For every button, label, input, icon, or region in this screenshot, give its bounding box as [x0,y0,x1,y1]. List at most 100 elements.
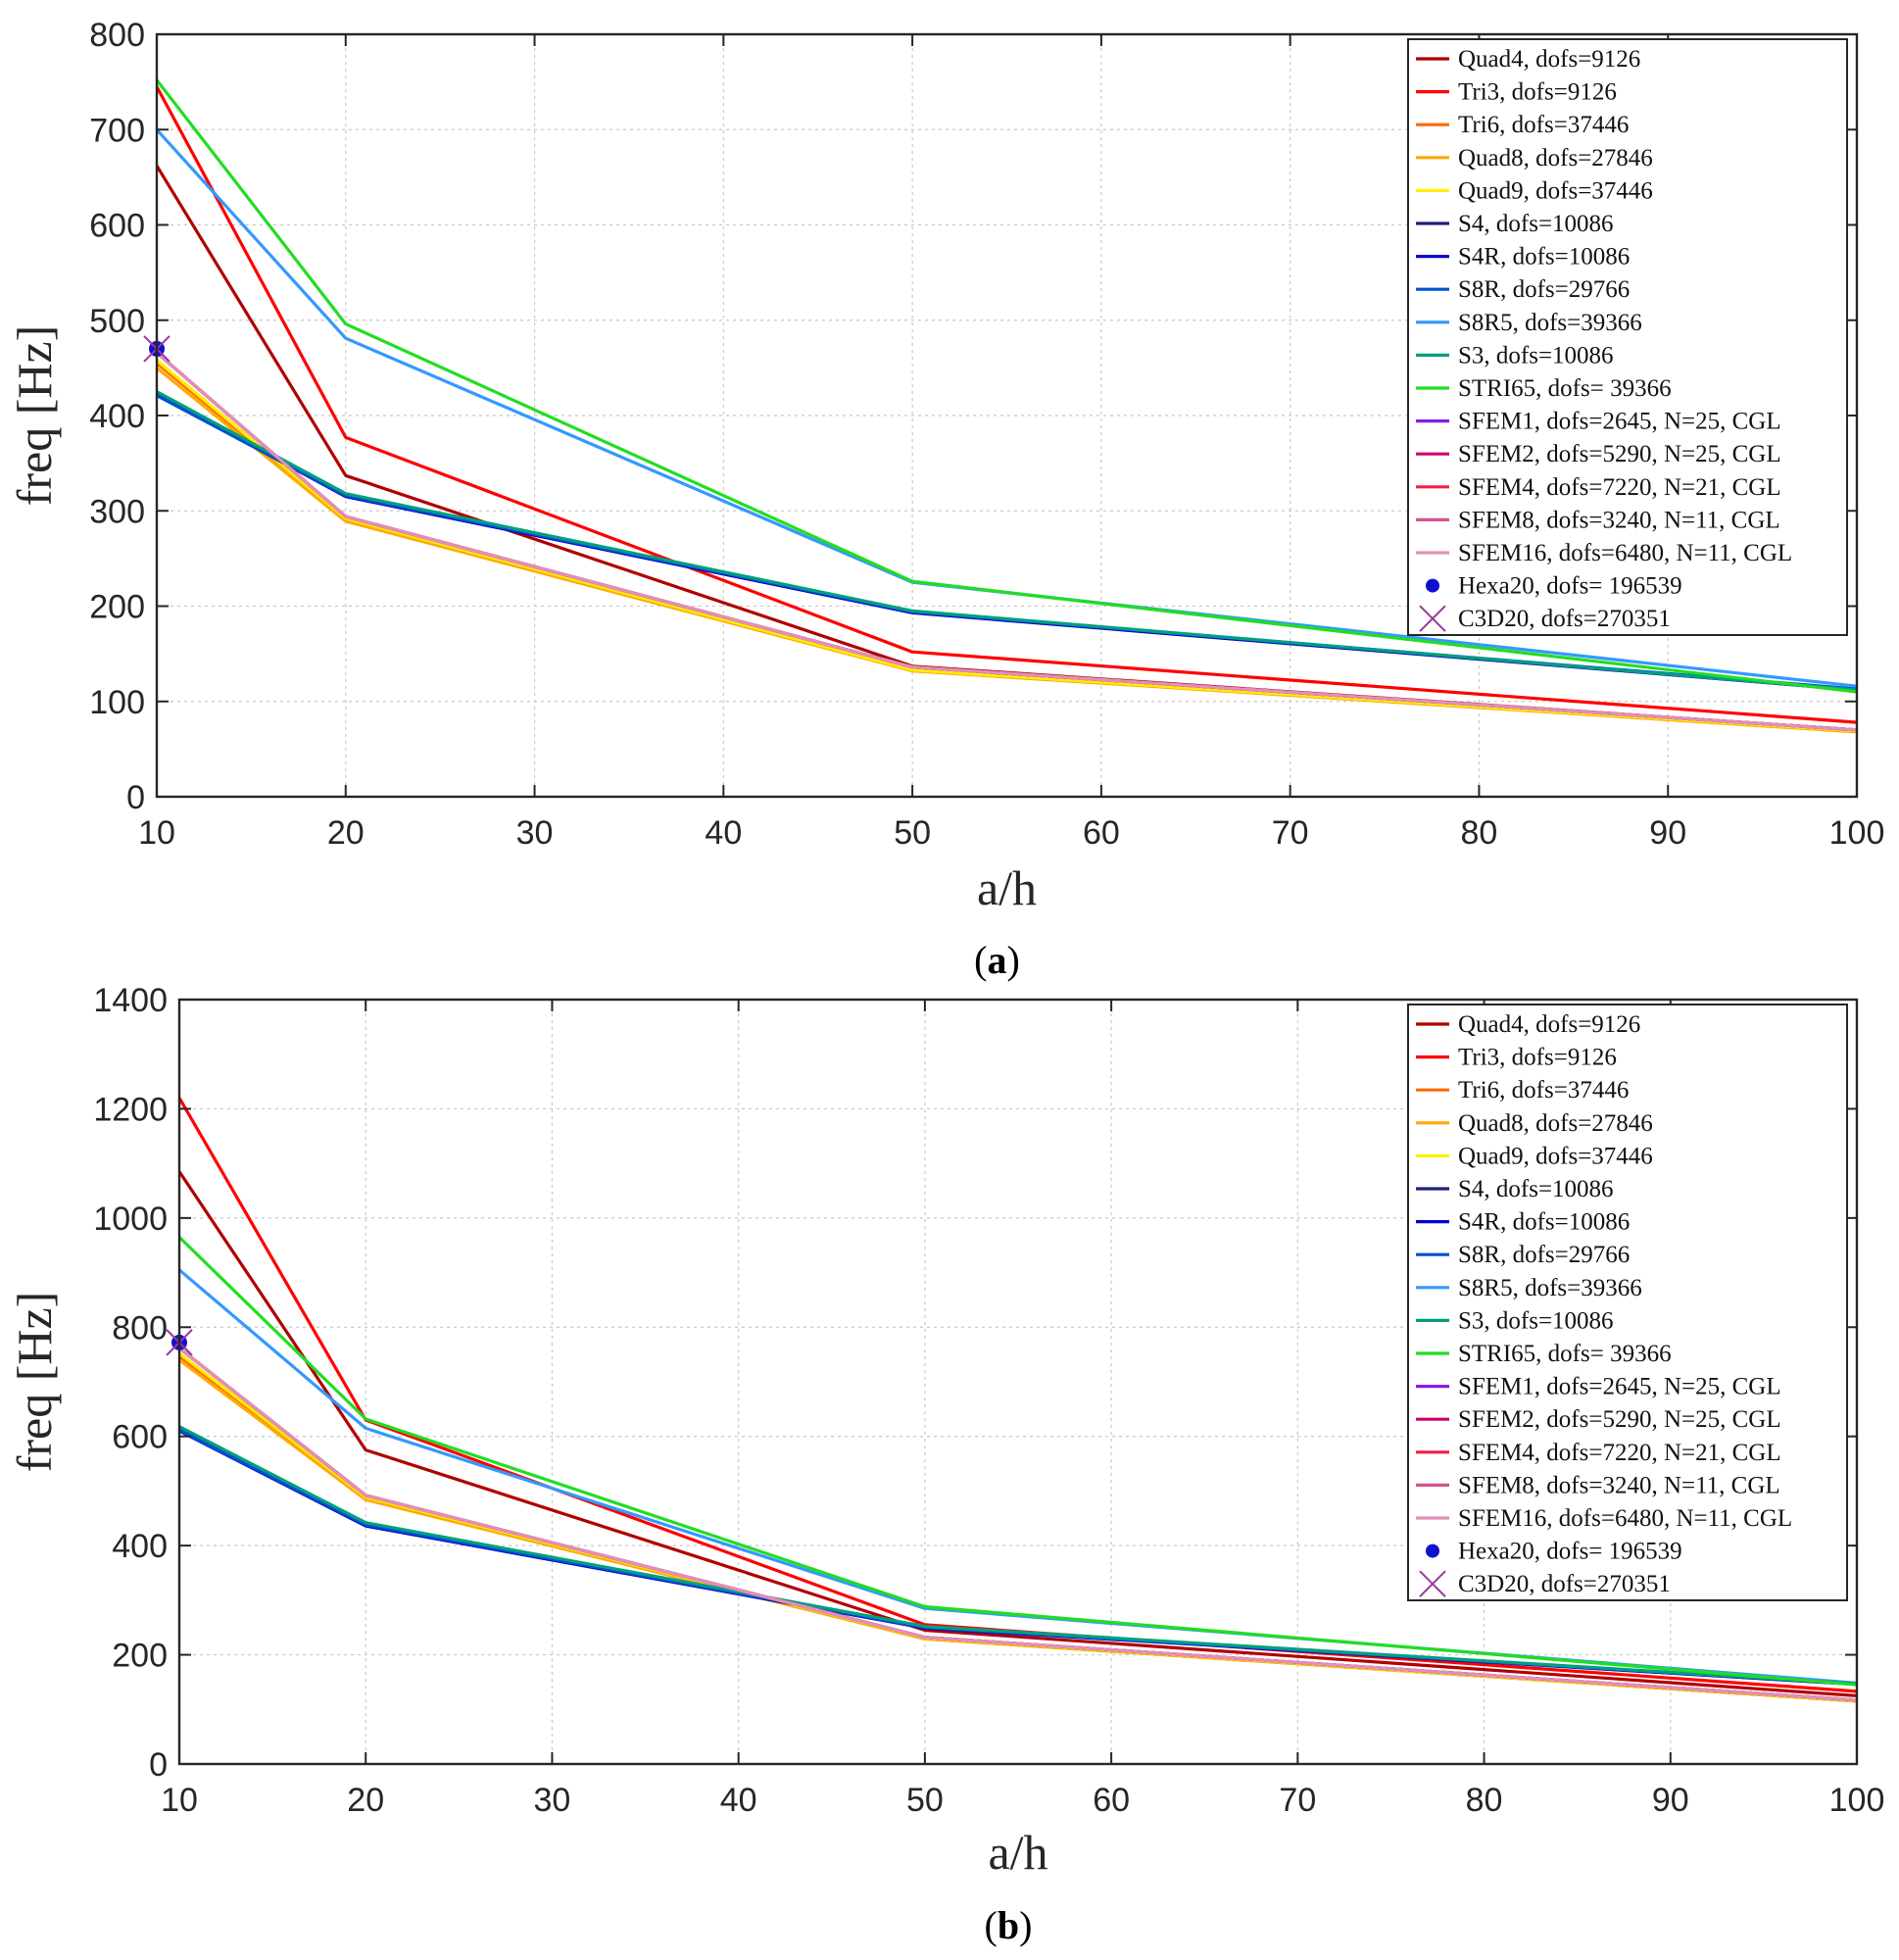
legend-swatch [1426,1544,1439,1558]
x-tick-label: 50 [906,1782,944,1819]
y-tick-label: 400 [89,398,145,435]
x-tick-label: 60 [1083,814,1120,852]
legend-entry-label: Quad9, dofs=37446 [1458,1143,1653,1169]
y-tick-label: 300 [89,493,145,530]
x-tick-label: 70 [1272,814,1309,852]
y-tick-label: 1000 [93,1200,168,1238]
x-tick-label: 100 [1829,1782,1885,1819]
legend-entry-label: SFEM8, dofs=3240, N=11, CGL [1458,507,1780,533]
legend-box [1407,38,1848,636]
y-tick-label: 700 [89,112,145,149]
x-tick-label: 60 [1093,1782,1130,1819]
x-tick-label: 20 [347,1782,384,1819]
y-tick-label: 500 [89,303,145,340]
series-line-1 [177,1170,1858,1697]
axes-frame [177,998,1859,1766]
legend-entry-label: S3, dofs=10086 [1458,342,1614,368]
legend-entry-label: S8R, dofs=29766 [1458,276,1630,303]
legend-box [1407,1004,1848,1601]
series-line-11 [177,1236,1858,1687]
legend-entry-label: SFEM16, dofs=6480, N=11, CGL [1458,540,1792,566]
legend-entry-label: Hexa20, dofs= 196539 [1458,573,1682,600]
y-axis-label: freq [Hz] [7,1292,62,1473]
legend-entry-label: SFEM1, dofs=2645, N=25, CGL [1458,1374,1781,1400]
series-line-9 [155,128,1858,688]
x-axis-label: a/h [977,860,1037,915]
legend-entry-label: Quad4, dofs=9126 [1458,1011,1640,1038]
series-line-10 [156,390,1858,692]
series-line-11 [155,78,1858,694]
legend-entry-label: STRI65, dofs= 39366 [1458,375,1672,402]
legend-entry-label: S3, dofs=10086 [1458,1307,1614,1334]
y-tick-label: 800 [112,1309,168,1347]
legend-entry-label: S4, dofs=10086 [1458,1176,1614,1202]
legend-entry-label: S4R, dofs=10086 [1458,244,1630,270]
x-tick-label: 40 [705,814,742,852]
x-tick-label: 40 [720,1782,757,1819]
legend-entry-label: Quad9, dofs=37446 [1458,177,1653,204]
x-tick-label: 50 [894,814,931,852]
y-tick-label: 600 [112,1419,168,1456]
series-line-10 [178,1425,1858,1686]
legend-swatch [1426,578,1439,593]
legend-entry-label: Quad4, dofs=9126 [1458,46,1640,73]
x-tick-label: 80 [1466,1782,1503,1819]
y-tick-label: 0 [149,1746,168,1784]
legend-entry-label: SFEM8, dofs=3240, N=11, CGL [1458,1472,1780,1498]
chart-b: 10 20 30 40 50 60 70 80 90 1000200400600800100012… [7,982,1884,1947]
x-tick-label: 80 [1461,814,1498,852]
y-tick-label: 600 [89,208,145,245]
legend-entry-label: C3D20, dofs=270351 [1458,1571,1671,1597]
x-tick-label: 10 [138,814,175,852]
legend-entry-label: Tri6, dofs=37446 [1458,1077,1629,1103]
legend-entry-label: SFEM2, dofs=5290, N=25, CGL [1458,441,1781,467]
series-line-16 [178,1347,1858,1702]
x-tick-label: 30 [516,814,554,852]
legend-entry-label: Quad8, dofs=27846 [1458,1110,1653,1137]
legend-entry-label: SFEM1, dofs=2645, N=25, CGL [1458,409,1781,435]
y-tick-label: 1200 [93,1091,168,1128]
legend-entry-label: SFEM4, dofs=7220, N=21, CGL [1458,474,1781,501]
x-tick-label: 70 [1279,1782,1316,1819]
y-axis-label: freq [Hz] [7,325,62,507]
legend-entry-label: Tri3, dofs=9126 [1458,79,1617,106]
legend-entry-label: SFEM2, dofs=5290, N=25, CGL [1458,1406,1781,1433]
series-line-2 [155,85,1858,724]
legend-entry-label: S4R, dofs=10086 [1458,1209,1630,1236]
x-tick-label: 10 [161,1782,198,1819]
series-line-5 [155,359,1858,733]
y-tick-label: 200 [89,589,145,626]
panel-caption: (b) [985,1903,1033,1947]
y-tick-label: 100 [89,684,145,721]
legend-entry-label: S8R5, dofs=39366 [1458,310,1642,336]
y-tick-label: 0 [126,779,145,816]
y-tick-label: 1400 [93,982,168,1019]
legend-entry-label: Tri3, dofs=9126 [1458,1045,1617,1071]
series-line-2 [177,1097,1858,1693]
series-line-16 [155,351,1858,732]
legend-swatch [1419,1570,1446,1597]
y-tick-label: 800 [89,17,145,54]
x-tick-label: 30 [534,1782,571,1819]
legend-entry-label: Quad8, dofs=27846 [1458,145,1653,172]
x-tick-label: 100 [1829,814,1885,852]
legend-entry-label: Tri6, dofs=37446 [1458,112,1629,138]
x-axis-label: a/h [988,1825,1047,1880]
chart-a: 10 20 30 40 50 60 70 80 90 100 0 100 200 300 400 500 600… [7,17,1884,982]
legend-entry-label: S8R5, dofs=39366 [1458,1275,1642,1301]
legend-swatch [1419,605,1446,632]
legend: Quad4, dofs=9126 Tri3, dofs=9126 Tri6, dof… [1407,38,1848,636]
x-tick-label: 20 [327,814,365,852]
legend-entry-label: Hexa20, dofs= 196539 [1458,1539,1682,1565]
legend-entry-label: STRI65, dofs= 39366 [1458,1341,1672,1367]
legend: Quad4, dofs=9126 Tri3, dofs=9126 Tri6, dof… [1407,1004,1848,1601]
legend-entry-label: S4, dofs=10086 [1458,211,1614,237]
legend-entry-label: SFEM16, dofs=6480, N=11, CGL [1458,1505,1792,1532]
y-tick-label: 200 [112,1638,168,1675]
legend-entry-label: S8R, dofs=29766 [1458,1242,1630,1268]
x-tick-label: 90 [1649,814,1686,852]
x-tick-label: 90 [1652,1782,1689,1819]
panel-caption: (a) [974,938,1020,982]
y-tick-label: 400 [112,1528,168,1565]
